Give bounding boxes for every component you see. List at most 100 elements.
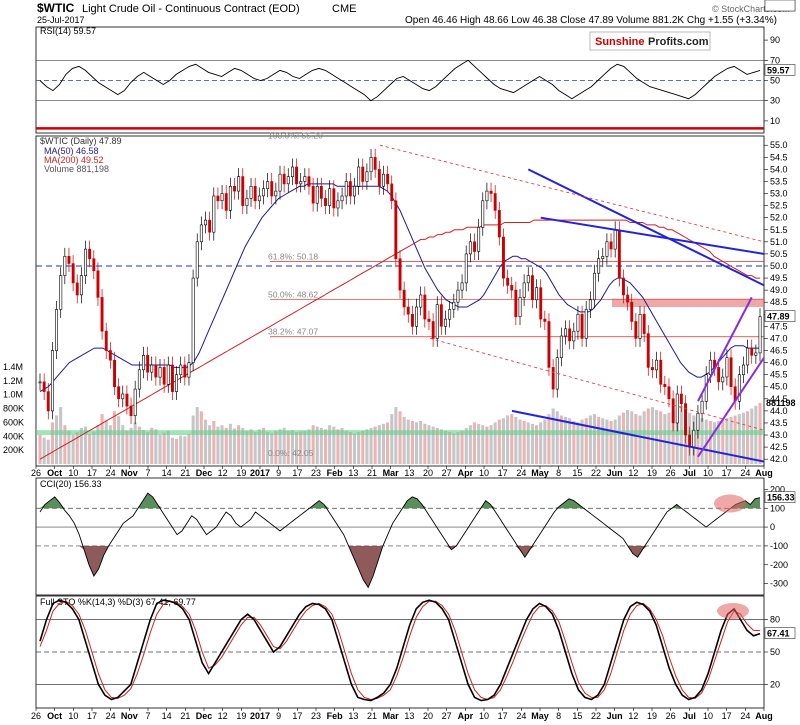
- price-y-tick-label: 54.0: [770, 164, 788, 174]
- candle-body: [485, 190, 489, 202]
- volume-bar: [659, 411, 663, 464]
- volume-bar: [295, 432, 299, 464]
- candle-body: [489, 190, 493, 194]
- price-plot: 1.4M 1.2M 1.0M 800K 600K 400K 200K 100.0%: 55.2…: [3, 0, 796, 464]
- x-tick-label: 7: [145, 468, 150, 478]
- volume-bar: [46, 439, 50, 464]
- candle-body: [204, 219, 207, 226]
- x-tick-label: 10: [68, 711, 78, 721]
- rsi-y-tick-label: 90: [770, 35, 780, 45]
- support-band: [36, 430, 764, 436]
- x-tick-label: Jul: [683, 711, 696, 721]
- volume-bar: [154, 429, 158, 464]
- volume-bar: [79, 427, 83, 464]
- volume-bar: [377, 425, 381, 464]
- logo-text-profits: Profits.com: [648, 36, 709, 48]
- stochastic-d-line: [39, 600, 761, 701]
- volume-bar: [514, 416, 518, 464]
- candle-body: [373, 157, 377, 170]
- candle-body: [295, 166, 298, 185]
- volume-bar: [667, 412, 671, 464]
- volume-bar: [431, 426, 435, 464]
- volume-bar: [319, 427, 323, 464]
- candle-body: [650, 367, 654, 371]
- x-tick-label: 22: [591, 468, 601, 478]
- candle-body: [270, 181, 274, 197]
- x-tick-label: 9: [276, 711, 281, 721]
- candle-body: [448, 309, 452, 320]
- candle-body: [551, 367, 555, 390]
- candle-body: [464, 253, 468, 284]
- x-tick-label: 17: [87, 711, 97, 721]
- candle-body: [473, 241, 476, 252]
- x-tick-label: Oct: [47, 468, 62, 478]
- cci-y-tick-label: -300: [770, 579, 788, 589]
- candle-body: [353, 186, 356, 197]
- volume-bar: [530, 423, 534, 464]
- volume-bar: [712, 422, 716, 464]
- volume-bar: [315, 426, 319, 464]
- candle-body: [319, 186, 323, 199]
- candle-body: [621, 277, 625, 296]
- volume-bar: [278, 429, 282, 464]
- candle-body: [539, 287, 543, 320]
- stochastic-k-last-value: 67.41: [767, 629, 790, 639]
- volume-bar: [381, 423, 385, 464]
- candle-body: [154, 364, 158, 378]
- candle-body: [655, 359, 659, 371]
- volume-bar: [419, 421, 423, 464]
- volume-bar: [121, 425, 125, 464]
- rising-channel-upper: [697, 296, 753, 402]
- candle-body: [572, 330, 576, 342]
- volume-bar: [506, 415, 510, 464]
- fib-level-label: 38.2%: 47.07: [268, 327, 318, 337]
- x-tick-label: 10: [703, 711, 713, 721]
- candle-body: [530, 275, 534, 301]
- x-tick-label: 17: [87, 468, 97, 478]
- chart-date: 25-Jul-2017: [37, 15, 85, 25]
- candle-body: [228, 186, 232, 211]
- cci-y-tick-label: 200: [770, 484, 785, 494]
- x-tick-label: 2017: [250, 468, 270, 478]
- volume-bar: [204, 419, 208, 464]
- candle-body: [675, 393, 679, 424]
- volume-bar: [369, 427, 373, 464]
- volume-bar: [303, 430, 307, 464]
- volume-bar: [580, 419, 584, 464]
- x-tick-label: 13: [348, 711, 358, 721]
- volume-bar: [170, 437, 174, 464]
- upper-resistance-trendline: [540, 216, 765, 255]
- candle-body: [593, 272, 597, 301]
- close-last-value-box: [764, 310, 796, 322]
- cci-highlight-ellipse: [714, 494, 746, 513]
- x-tick-label: 26: [31, 711, 41, 721]
- candle-body: [183, 364, 187, 378]
- x-tick-label: 8: [556, 711, 561, 721]
- candle-body: [398, 258, 402, 291]
- fib-level-label: 50.0%: 48.62: [268, 289, 318, 299]
- volume-bar: [67, 430, 71, 464]
- candle-body: [576, 313, 580, 332]
- volume-bar: [216, 426, 220, 464]
- cci-overbought-fill: [40, 493, 760, 509]
- candle-body: [410, 313, 414, 327]
- rsi-y-tick-label: 70: [770, 55, 780, 65]
- volume-bar: [626, 409, 630, 464]
- candle-body: [679, 393, 683, 404]
- candle-body: [108, 350, 112, 361]
- x-tick-label: 23: [311, 711, 321, 721]
- x-tick-label: 7: [145, 711, 150, 721]
- volume-bar: [588, 415, 592, 464]
- candle-body: [468, 241, 472, 255]
- volume-bar: [572, 421, 576, 464]
- rsi-plot: 90 70 50 30 10 59.57: [36, 35, 796, 126]
- volume-bar: [348, 432, 352, 464]
- x-tick-label: 17: [498, 711, 508, 721]
- x-tick-label: Nov: [121, 468, 138, 478]
- candle-body: [514, 289, 518, 318]
- rsi-title: RSI(14) 59.57: [40, 26, 96, 36]
- volume-bar: [88, 434, 92, 464]
- candle-body: [419, 294, 423, 308]
- price-y-tick-label: 44.5: [770, 394, 788, 404]
- cci-plot: 200 100 0 -100 -200 -300 156.33: [36, 484, 796, 589]
